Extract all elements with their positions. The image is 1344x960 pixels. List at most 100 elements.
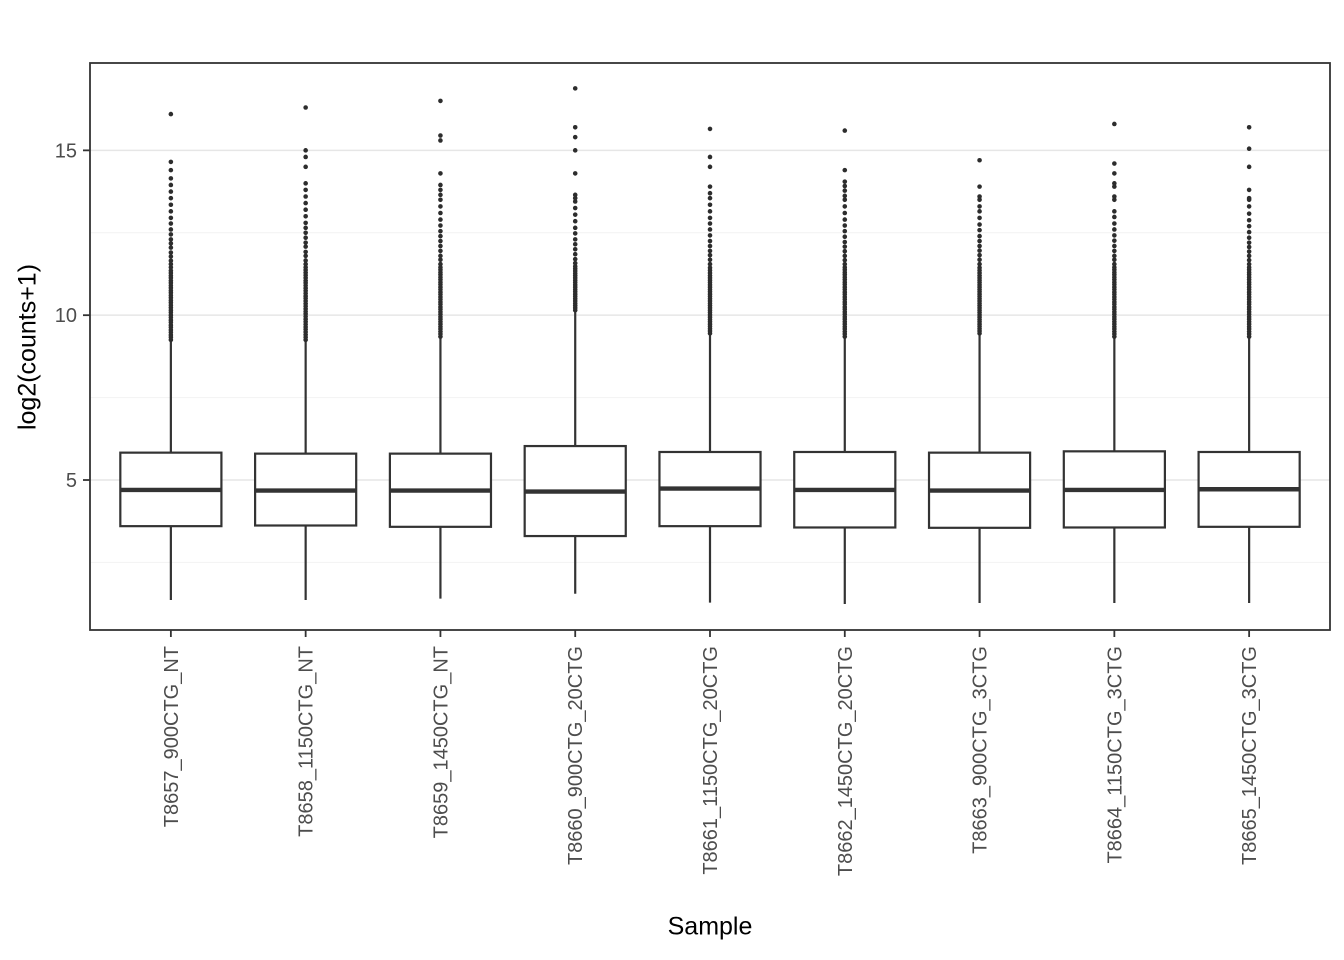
outlier-point: [1246, 229, 1252, 235]
outlier-point: [572, 225, 578, 231]
outlier-point: [842, 234, 848, 240]
outlier-point: [303, 249, 308, 255]
x-tick-label: T8660_900CTG_20CTG: [565, 646, 587, 865]
outlier-point: [1112, 194, 1117, 199]
outlier-point: [303, 164, 308, 170]
outlier-point: [572, 212, 578, 217]
x-axis-title: Sample: [667, 912, 753, 941]
outlier-point: [1112, 181, 1117, 186]
outlier-point: [977, 252, 982, 258]
outlier-point: [842, 167, 848, 173]
outlier-point: [168, 241, 174, 246]
outlier-point: [1246, 204, 1252, 209]
outlier-point: [572, 86, 578, 91]
x-tick-label: T8665_1450CTG_3CTG: [1239, 646, 1261, 865]
outlier-point: [1246, 253, 1252, 259]
outlier-point: [438, 248, 443, 254]
outlier-point: [303, 253, 308, 259]
outlier-point: [707, 238, 713, 244]
outlier-point: [1112, 233, 1117, 238]
outlier-point: [977, 243, 982, 249]
outlier-point: [572, 246, 578, 252]
outlier-point: [977, 222, 982, 227]
outlier-point: [1112, 221, 1117, 226]
outlier-point: [1112, 265, 1117, 270]
outlier-point: [438, 182, 443, 188]
outlier-point: [707, 257, 713, 263]
outlier-point: [168, 182, 174, 188]
outlier-point: [438, 261, 443, 267]
outlier-point: [1246, 195, 1252, 201]
x-tick-label: T8664_1150CTG_3CTG: [1104, 646, 1126, 864]
outlier-point: [1246, 235, 1252, 241]
outlier-point: [303, 258, 308, 263]
outlier-point: [977, 248, 982, 253]
outlier-point: [168, 209, 174, 214]
outlier-point: [707, 243, 713, 249]
outlier-point: [168, 261, 174, 267]
outlier-point: [572, 134, 578, 140]
outlier-point: [842, 248, 848, 254]
outlier-point: [977, 227, 982, 233]
outlier-point: [977, 184, 982, 189]
outlier-point: [1246, 249, 1252, 254]
outlier-point: [1112, 238, 1117, 243]
outlier-point: [168, 159, 174, 165]
outlier-point: [977, 157, 982, 163]
outlier-point: [572, 124, 578, 130]
outlier-point: [168, 111, 174, 117]
outlier-point: [1112, 121, 1117, 127]
outlier-point: [303, 200, 308, 206]
outlier-point: [572, 192, 578, 198]
outlier-point: [977, 204, 982, 209]
outlier-point: [572, 237, 578, 242]
outlier-point: [168, 167, 174, 173]
outlier-point: [842, 217, 848, 222]
outlier-point: [1246, 124, 1252, 130]
outlier-point: [707, 221, 713, 226]
x-tick-label: T8663_900CTG_3CTG: [970, 646, 992, 854]
outlier-point: [842, 239, 848, 245]
outlier-point: [572, 260, 578, 266]
outlier-point: [842, 265, 848, 270]
outlier-point: [707, 265, 713, 271]
outlier-point: [438, 133, 443, 138]
outlier-point: [842, 261, 848, 267]
outlier-point: [842, 223, 848, 228]
outlier-point: [438, 197, 443, 203]
outlier-point: [707, 154, 713, 160]
outlier-point: [438, 233, 443, 239]
outlier-point: [303, 181, 308, 186]
outlier-point: [1246, 223, 1252, 229]
outlier-point: [572, 231, 578, 236]
outlier-point: [303, 213, 308, 219]
outlier-point: [707, 190, 713, 196]
outlier-point: [303, 265, 308, 270]
outlier-point: [438, 265, 443, 270]
outlier-point: [303, 187, 308, 193]
outlier-point: [438, 98, 443, 104]
outlier-point: [168, 202, 174, 208]
outlier-point: [842, 253, 848, 259]
outlier-point: [1112, 253, 1117, 259]
outlier-point: [842, 197, 848, 203]
outlier-point: [303, 154, 308, 160]
outlier-point: [168, 176, 174, 181]
outlier-point: [707, 215, 713, 221]
outlier-point: [977, 197, 982, 203]
outlier-point: [168, 221, 174, 226]
outlier-point: [977, 265, 982, 271]
outlier-point: [438, 138, 443, 143]
outlier-point: [303, 194, 308, 199]
y-tick-label: 15: [55, 140, 77, 162]
outlier-point: [303, 261, 308, 267]
outlier-point: [168, 254, 174, 259]
outlier-point: [168, 245, 174, 250]
outlier-point: [842, 244, 848, 249]
outlier-point: [707, 202, 713, 208]
outlier-point: [572, 199, 578, 204]
outlier-point: [168, 195, 174, 201]
outlier-point: [168, 189, 174, 194]
outlier-point: [707, 195, 713, 201]
